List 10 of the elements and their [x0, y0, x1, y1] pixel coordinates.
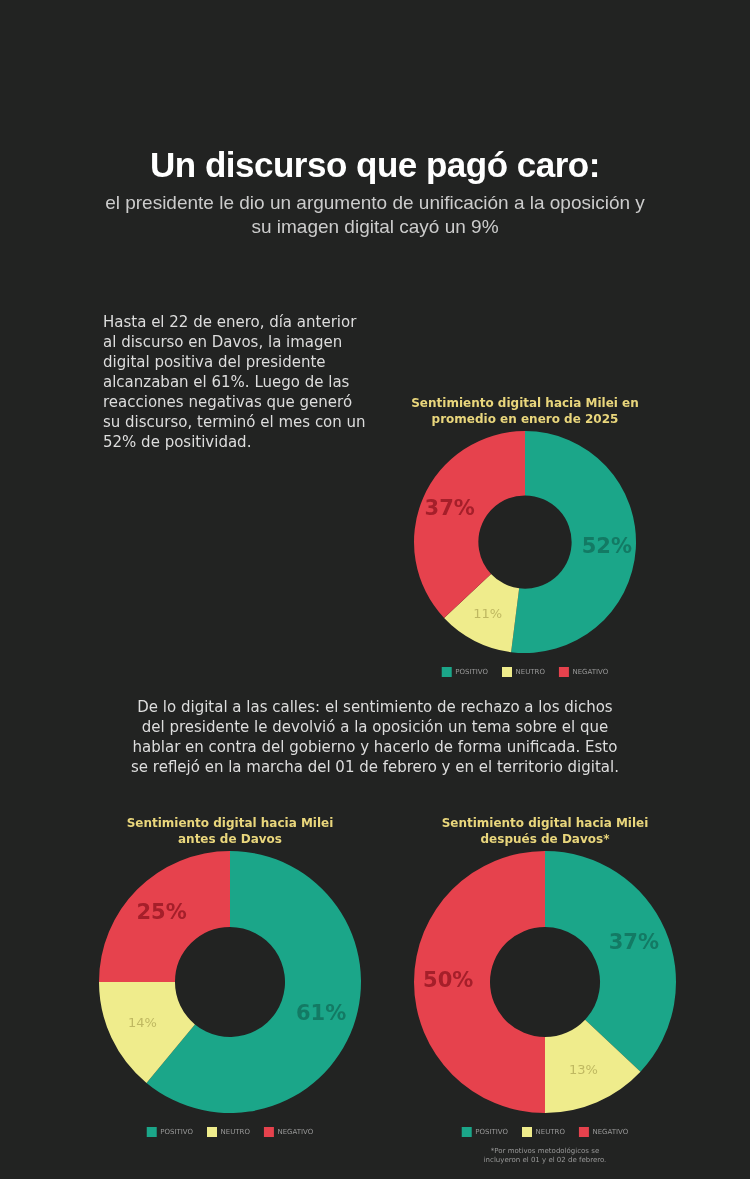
data-label: 50%: [423, 968, 474, 993]
chart-title: Sentimiento digital hacia Milei antes de Davos: [125, 815, 335, 847]
text: Hasta el 22 de enero, día anterior al discurso en Davos, la imagen digital positiva del presidente alcanzaban el 61%. Luego de las reacciones negativas que generó su discurso, terminó el mes con un 52% de positividad.: [103, 312, 367, 452]
text: el presidente le dio un argumento de unificación a la oposición y su imagen digital cayó un 9%: [104, 191, 646, 239]
text: Un discurso que pagó caro:: [149, 145, 601, 185]
chart-title: Sentimiento digital hacia Milei después de Davos*: [440, 815, 650, 847]
chart-title: Sentimiento digital hacia Milei en promedio en enero de 2025: [410, 395, 640, 427]
text: De lo digital a las calles: el sentimiento de rechazo a los dichos del presidente le devolvió a la oposición un tema sobre el que hablar en contra del gobierno y hacerlo de forma unificada. Esto se reflejó en la marcha del 01 de febrero y en el territorio digital.: [130, 697, 620, 777]
data-label: 25%: [136, 900, 187, 924]
data-label: 37%: [424, 495, 475, 520]
